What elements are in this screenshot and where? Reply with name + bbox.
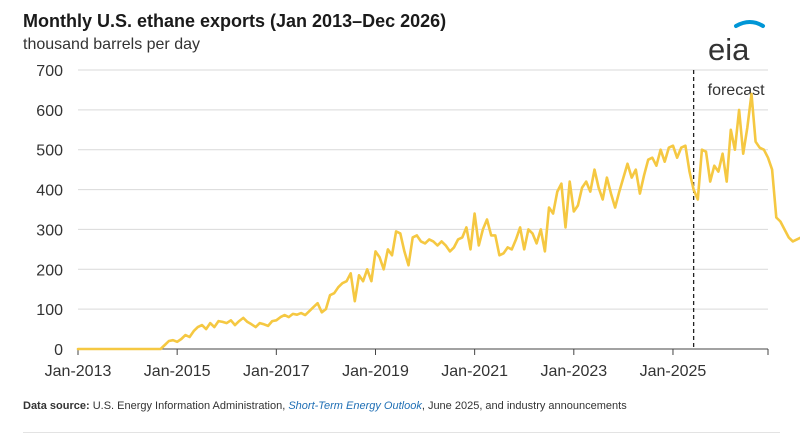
logo-arc-icon bbox=[734, 20, 765, 28]
y-tick-label: 300 bbox=[36, 222, 63, 239]
y-tick-label: 100 bbox=[36, 302, 63, 319]
y-tick-label: 600 bbox=[36, 103, 63, 120]
y-tick-label: 400 bbox=[36, 183, 63, 200]
logo-text: eia bbox=[708, 32, 750, 67]
source-publication-link[interactable]: Short-Term Energy Outlook bbox=[288, 400, 422, 412]
series-line bbox=[76, 92, 800, 351]
x-tick-label: Jan-2015 bbox=[144, 363, 211, 380]
y-tick-label: 0 bbox=[54, 342, 63, 359]
x-tick-label: Jan-2013 bbox=[45, 363, 112, 380]
x-tick-label: Jan-2023 bbox=[540, 363, 607, 380]
y-tick-label: 200 bbox=[36, 262, 63, 279]
eia-logo: eia bbox=[708, 20, 765, 67]
source-prefix: U.S. Energy Information Administration, bbox=[89, 400, 289, 412]
source-label: Data source: bbox=[23, 400, 90, 412]
forecast-label: forecast bbox=[708, 82, 765, 99]
x-tick-label: Jan-2021 bbox=[441, 363, 508, 380]
chart-units: thousand barrels per day bbox=[23, 36, 200, 53]
x-tick-label: Jan-2017 bbox=[243, 363, 310, 380]
chart-title: Monthly U.S. ethane exports (Jan 2013–De… bbox=[23, 11, 447, 31]
source-suffix: , June 2025, and industry announcements bbox=[421, 400, 627, 412]
y-tick-label: 700 bbox=[36, 63, 63, 80]
footer-divider bbox=[23, 432, 780, 433]
x-tick-label: Jan-2025 bbox=[640, 363, 707, 380]
x-tick-label: Jan-2019 bbox=[342, 363, 409, 380]
data-source-note: Data source: U.S. Energy Information Adm… bbox=[23, 400, 627, 412]
y-tick-label: 500 bbox=[36, 143, 63, 160]
